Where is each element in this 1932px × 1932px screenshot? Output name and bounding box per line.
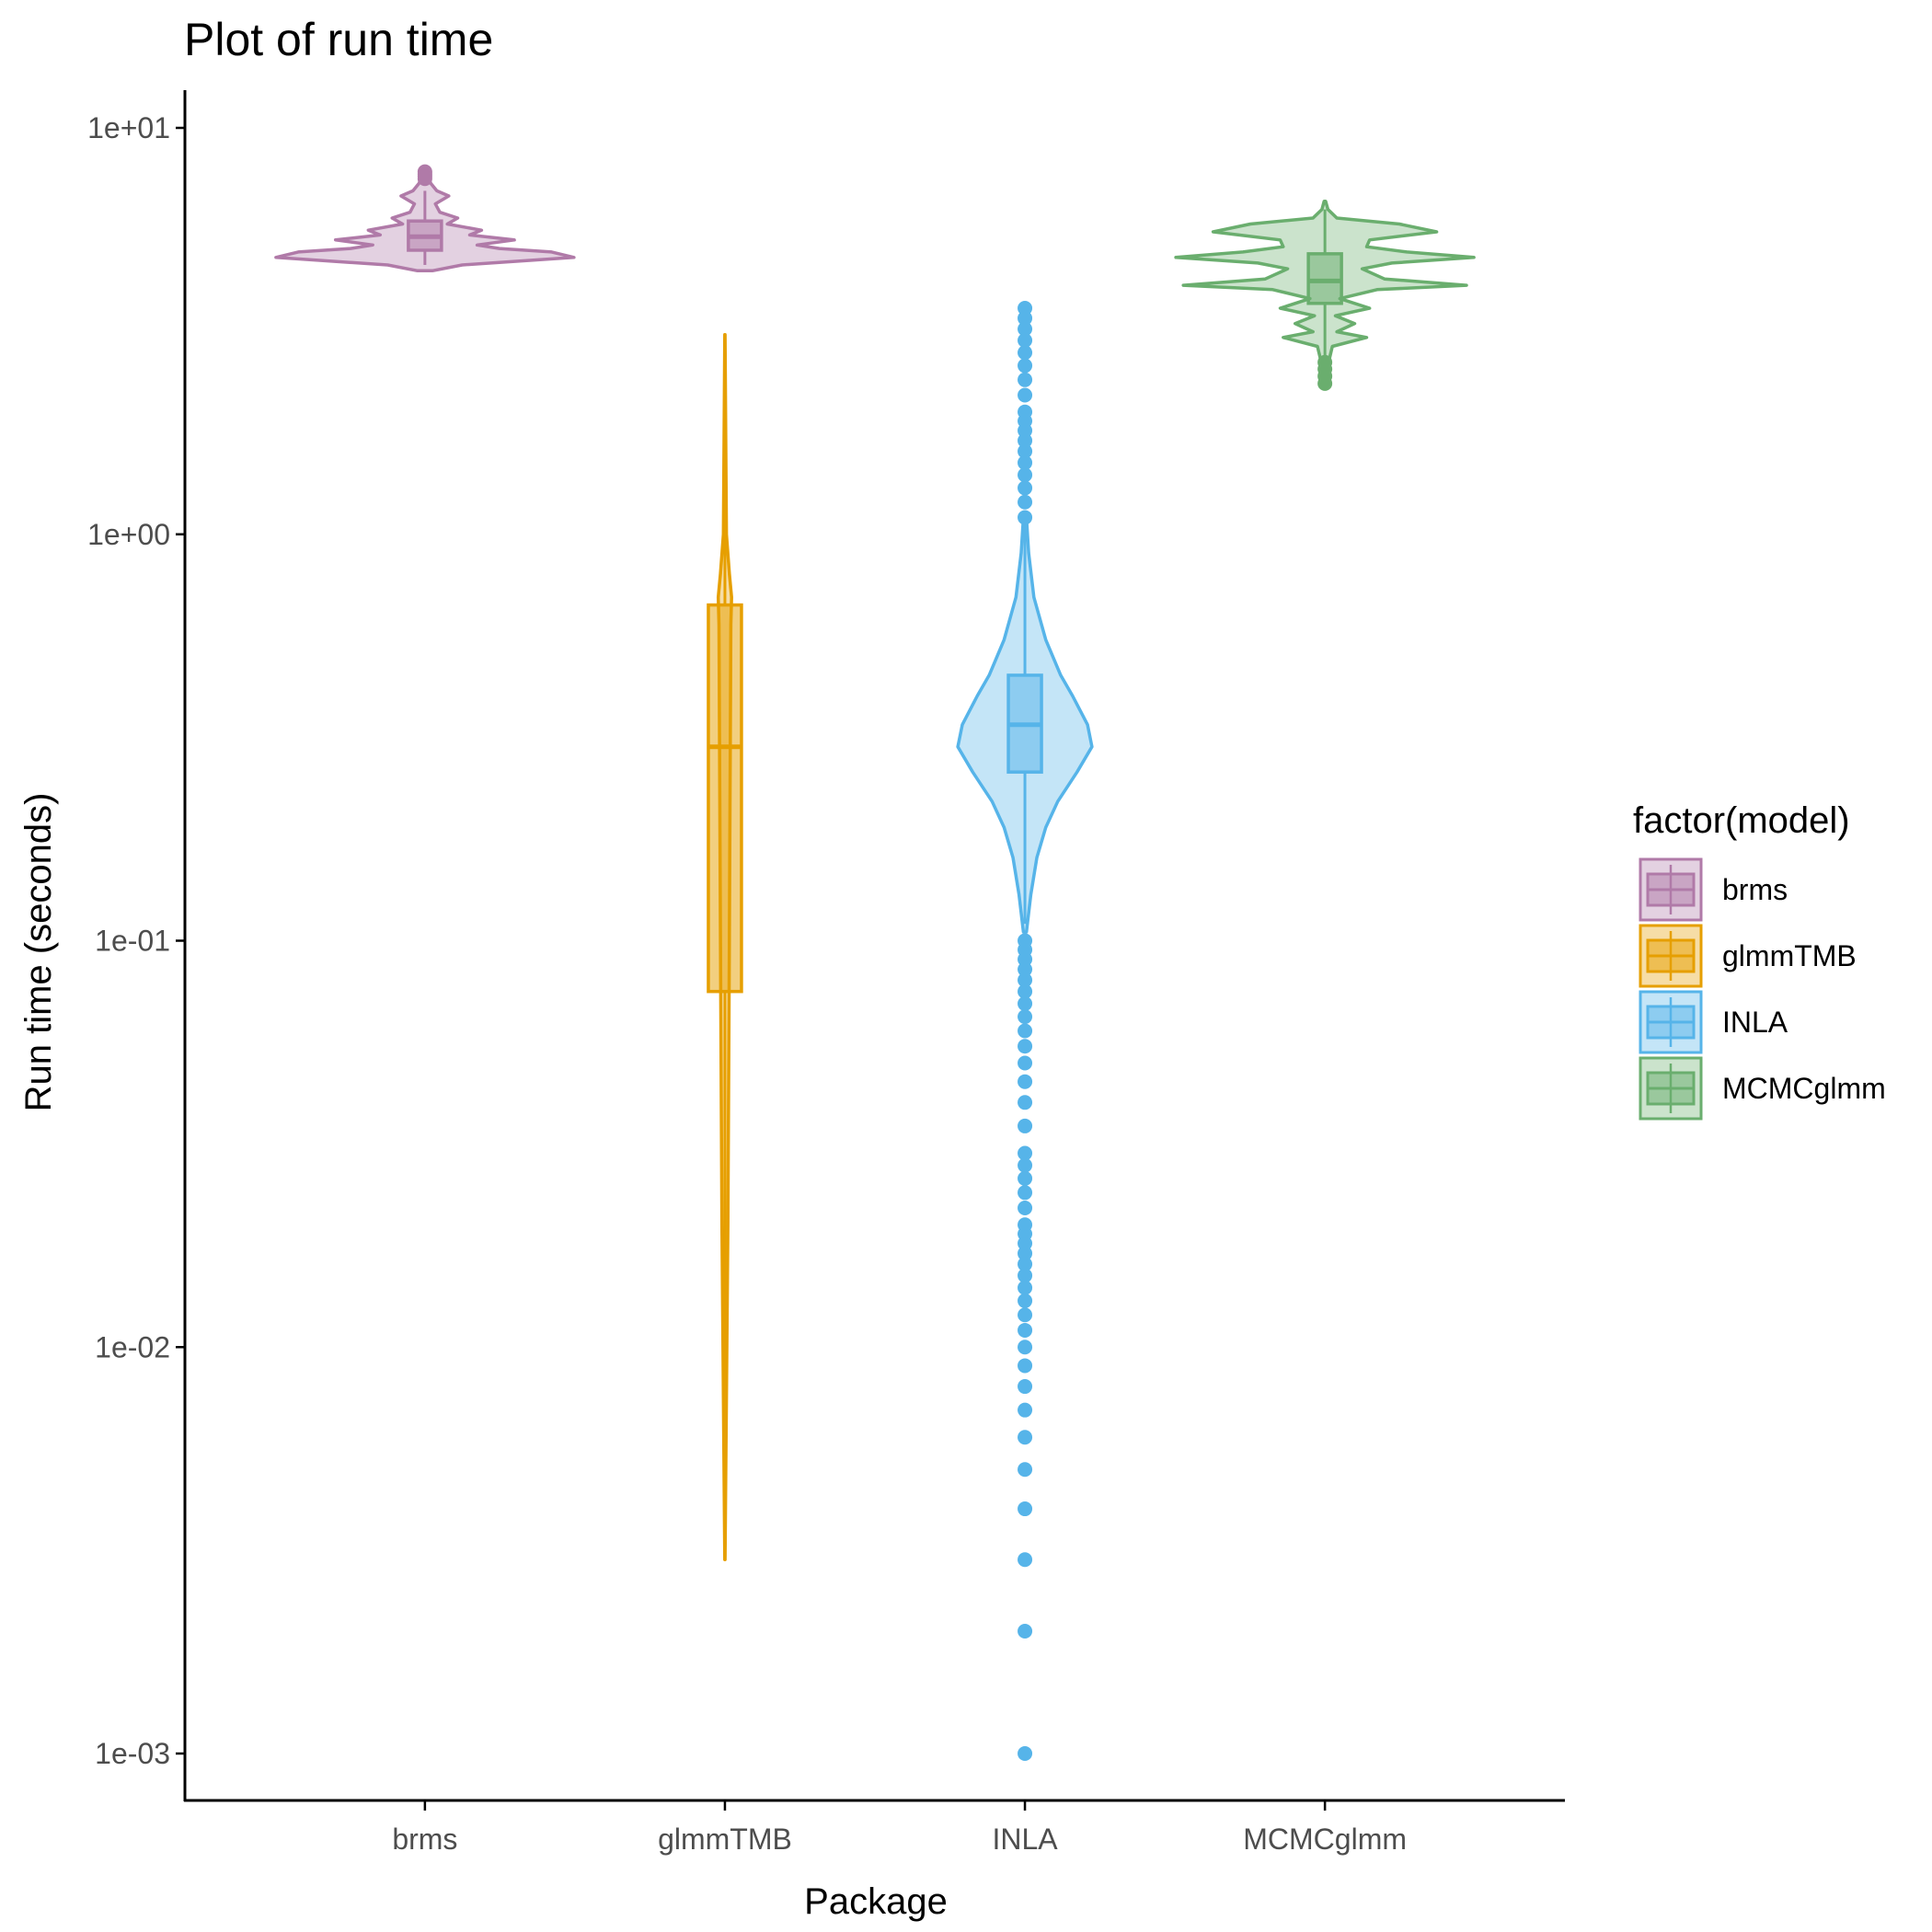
outlier-point (1018, 1402, 1033, 1418)
y-tick-label: 1e+01 (87, 111, 170, 144)
outlier-point (1018, 961, 1033, 977)
outlier-point (1018, 1145, 1033, 1161)
x-axis: brms glmmTMB INLA MCMCglmm (392, 1801, 1407, 1856)
outlier-point (1018, 995, 1033, 1011)
outlier-point (1018, 467, 1033, 483)
outlier-point (1018, 1200, 1033, 1215)
outlier-point (1018, 454, 1033, 470)
outlier-point (1018, 387, 1033, 403)
outlier-point (1018, 345, 1033, 361)
outlier-point (1018, 510, 1033, 525)
legend-item-brms: brms (1639, 857, 1788, 922)
chart-title: Plot of run time (184, 14, 493, 65)
outlier-point (1018, 1552, 1033, 1568)
outlier-point (1018, 301, 1033, 316)
outlier-point (1018, 310, 1033, 326)
outlier-point (1018, 1293, 1033, 1308)
outlier-point (1018, 1257, 1033, 1272)
outlier-point (1018, 1624, 1033, 1639)
outlier-point (1018, 933, 1033, 949)
outlier-point (1018, 983, 1033, 999)
legend-label: INLA (1722, 1006, 1788, 1039)
outlier-point (1018, 1023, 1033, 1039)
outlier-point (417, 164, 432, 179)
outlier-point (1018, 358, 1033, 374)
legend: factor(model) brms glmmTMB INLA MCMCglmm (1633, 800, 1886, 1121)
y-tick-label: 1e-01 (95, 925, 170, 958)
x-tick-label: glmmTMB (658, 1823, 792, 1856)
outlier-point (1018, 1379, 1033, 1395)
outlier-point (1018, 1039, 1033, 1054)
y-tick-label: 1e+00 (87, 518, 170, 551)
outlier-point (1018, 1430, 1033, 1445)
box-mcmcglmm (1306, 252, 1343, 305)
series-inla (956, 301, 1094, 1761)
legend-item-inla: INLA (1639, 990, 1788, 1054)
y-axis: 1e+01 1e+00 1e-01 1e-02 1e-03 (87, 111, 185, 1770)
outlier-point (1018, 1307, 1033, 1323)
outlier-point (1018, 332, 1033, 348)
x-axis-title: Package (804, 1881, 948, 1922)
legend-item-mcmcglmm: MCMCglmm (1639, 1056, 1886, 1121)
outlier-point (1018, 1246, 1033, 1261)
outlier-point (1018, 1322, 1033, 1338)
y-tick-label: 1e-02 (95, 1330, 170, 1363)
outlier-point (1018, 1217, 1033, 1233)
x-tick-label: INLA (992, 1823, 1058, 1856)
series-mcmcglmm (1174, 199, 1476, 391)
outlier-point (1018, 480, 1033, 496)
outlier-point (1018, 372, 1033, 387)
outlier-point (1018, 1170, 1033, 1186)
outlier-point (1018, 443, 1033, 459)
outlier-point (1018, 1746, 1033, 1761)
outlier-point (1018, 321, 1033, 337)
outlier-point (1018, 404, 1033, 420)
legend-item-glmmtmb: glmmTMB (1639, 924, 1857, 988)
outlier-point (1018, 494, 1033, 510)
outlier-point (1018, 1280, 1033, 1295)
outlier-point (1018, 1157, 1033, 1173)
legend-label: glmmTMB (1722, 939, 1857, 972)
outlier-point (1018, 1009, 1033, 1025)
outlier-point (1018, 1462, 1033, 1478)
outlier-point (1018, 972, 1033, 988)
outlier-point (1317, 354, 1333, 370)
series-glmmtmb (707, 332, 743, 1561)
y-tick-label: 1e-03 (95, 1737, 170, 1770)
legend-label: MCMCglmm (1722, 1072, 1886, 1105)
x-tick-label: MCMCglmm (1243, 1823, 1407, 1856)
box-glmmtmb (707, 603, 743, 994)
outlier-point (1018, 1358, 1033, 1374)
plot-area (274, 164, 1476, 1761)
outlier-point (1018, 1268, 1033, 1283)
y-axis-title: Run time (seconds) (18, 793, 59, 1112)
outlier-point (1018, 1501, 1033, 1517)
outlier-point (1018, 1074, 1033, 1089)
x-tick-label: brms (392, 1823, 457, 1856)
outlier-point (1018, 1185, 1033, 1201)
outlier-point (1018, 1055, 1033, 1071)
outlier-point (1018, 1340, 1033, 1355)
outlier-point (1018, 1095, 1033, 1110)
outlier-point (1018, 432, 1033, 448)
outlier-point (1018, 1118, 1033, 1133)
legend-title: factor(model) (1633, 800, 1850, 841)
series-brms (274, 164, 576, 273)
legend-label: brms (1722, 873, 1788, 906)
